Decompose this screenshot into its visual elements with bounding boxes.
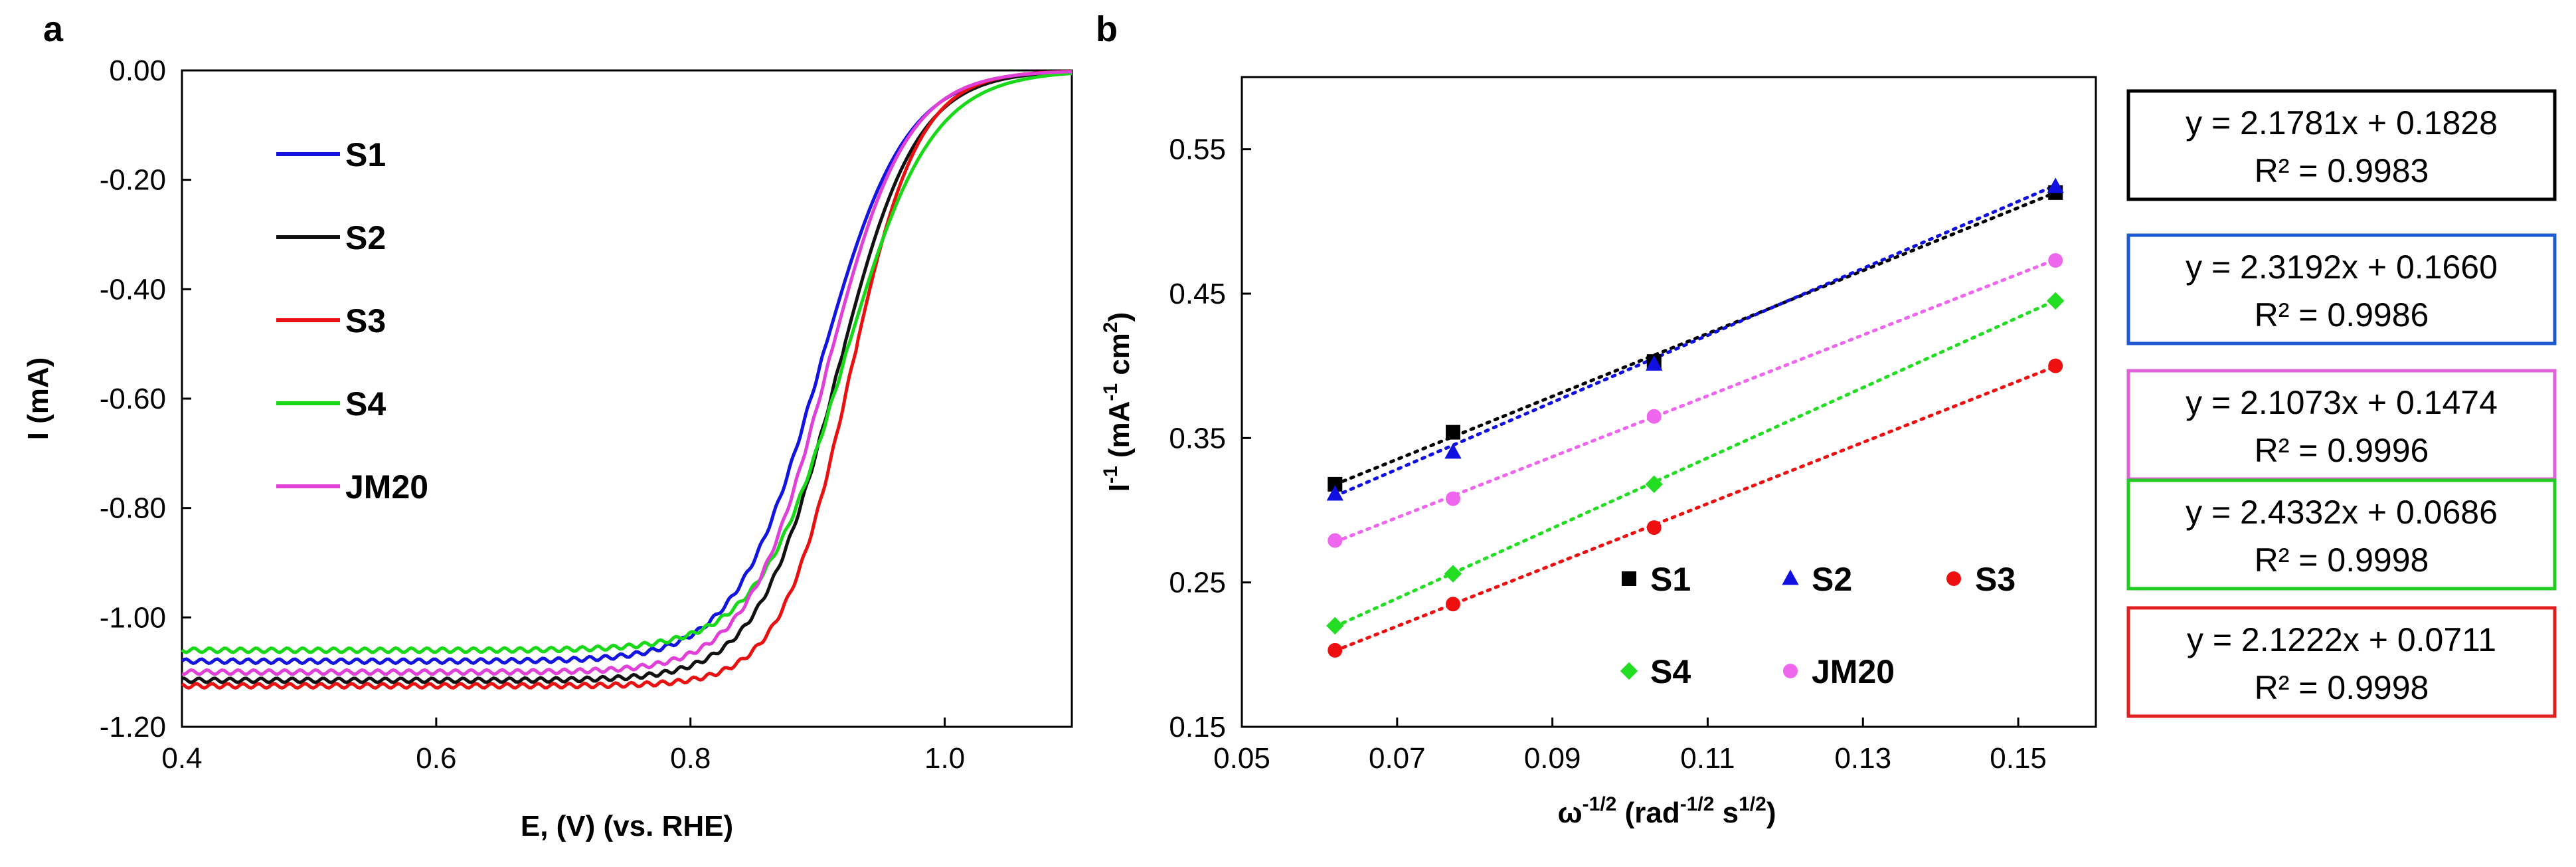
point-s2 [1326,485,1343,501]
point-s1 [1445,425,1460,440]
point-s4 [1645,475,1663,494]
equation-text-s4: y = 2.4332x + 0.0686 [2186,494,2498,531]
equation-box-s4 [2126,478,2557,591]
equation-box-s3 [2126,606,2557,718]
legend-marker-s2 [1782,569,1799,585]
panel-a-y-tick-label: -0.60 [100,383,166,415]
equation-box-s1 [2126,89,2557,201]
panel-a-x-tick-label: 0.6 [416,742,456,775]
r-squared-text-s1: R² = 0.9983 [2255,152,2429,189]
panel-a-y-tick-label: -0.80 [100,492,166,525]
legend-label-jm20: JM20 [1812,653,1895,690]
panel-b-y-tick-label: 0.15 [1169,711,1226,743]
curve-s4 [181,72,1073,654]
point-s4 [1444,565,1462,583]
panel-b-x-tick-label: 0.11 [1680,742,1735,775]
panel-b-y-tick-label: 0.55 [1169,134,1226,166]
curve-s1 [181,70,1073,666]
legend-label-s3: S3 [345,302,386,339]
panel-b-x-tick-label: 0.07 [1369,742,1426,775]
panel-b-label: b [1096,9,1118,49]
panel-a-y-tick-label: -1.00 [100,601,166,634]
panel-a-x-axis-label: E, (V) (vs. RHE) [521,810,733,842]
panel-a-y-axis-label: I (mA) [22,357,54,440]
r-squared-text-s2: R² = 0.9986 [2255,296,2429,334]
legend-marker-jm20 [1783,664,1798,678]
point-s3 [1445,597,1460,612]
panel-b-x-tick-label: 0.13 [1834,742,1891,775]
point-s4 [1326,617,1344,635]
panel-a-x-tick-label: 1.0 [924,742,965,775]
legend-label-jm20: JM20 [345,468,428,506]
legend-marker-s4 [1620,662,1638,680]
trendline-s1 [1333,191,2057,486]
trendline-s3 [1333,365,2057,653]
point-s2 [1646,355,1663,371]
panel-a-plot-area [181,69,1073,728]
panel-b-x-axis-label: ω-1/2 (rad-1/2 s1/2) [1557,793,1776,829]
point-jm20 [1445,491,1460,506]
legend-label-s3: S3 [1975,561,2016,598]
equation-text-jm20: y = 2.1073x + 0.1474 [2186,384,2498,421]
trendline-s2 [1333,183,2057,498]
panel-b-plot-area [1241,76,2097,728]
point-jm20 [1328,533,1343,548]
equation-text-s2: y = 2.3192x + 0.1660 [2186,248,2498,286]
point-jm20 [2048,253,2063,268]
point-s4 [2047,292,2065,310]
panel-b-y-tick-label: 0.25 [1169,567,1226,599]
equation-text-s3: y = 2.1222x + 0.0711 [2187,621,2496,658]
panel-b-y-axis-label: I-1 (mA-1 cm2) [1100,312,1136,492]
panel-a-label: a [43,9,64,49]
legend-marker-s3 [1946,571,1961,586]
point-s2 [2047,177,2064,193]
legend-label-s2: S2 [345,219,386,256]
panel-b-y-tick-label: 0.45 [1169,278,1226,310]
point-s3 [1328,642,1343,658]
trendline-jm20 [1333,258,2057,544]
panel-a-y-tick-label: 0.00 [109,54,166,87]
curve-jm20 [181,70,1073,676]
point-s2 [1444,443,1462,459]
curve-s3 [181,69,1073,690]
panel-b-y-tick-label: 0.35 [1169,422,1226,454]
panel-b-x-tick-label: 0.15 [1990,742,2047,775]
equation-box-jm20 [2126,369,2557,481]
panel-a-y-tick-label: -1.20 [100,711,166,743]
point-s1 [1328,476,1343,492]
equation-text-s1: y = 2.1781x + 0.1828 [2186,104,2498,142]
panel-a-x-tick-label: 0.8 [670,742,711,775]
r-squared-text-s4: R² = 0.9998 [2255,541,2429,579]
panel-a-y-tick-label: -0.20 [100,164,166,197]
equation-box-s2 [2126,233,2557,345]
legend-label-s4: S4 [1650,653,1691,690]
legend-label-s4: S4 [345,385,386,423]
point-jm20 [1646,409,1662,424]
panel-a-y-tick-label: -0.40 [100,273,166,306]
curve-s2 [181,70,1073,684]
legend-label-s1: S1 [345,136,386,173]
legend-label-s2: S2 [1812,561,1852,598]
panel-a-x-tick-label: 0.4 [161,742,202,775]
point-s3 [1646,520,1662,535]
legend-marker-s1 [1622,571,1636,586]
r-squared-text-jm20: R² = 0.9996 [2255,432,2429,469]
legend-label-s1: S1 [1650,561,1691,598]
panel-b-x-tick-label: 0.09 [1524,742,1581,775]
panel-b-x-tick-label: 0.05 [1213,742,1270,775]
point-s3 [2048,358,2063,373]
r-squared-text-s3: R² = 0.9998 [2255,669,2429,706]
